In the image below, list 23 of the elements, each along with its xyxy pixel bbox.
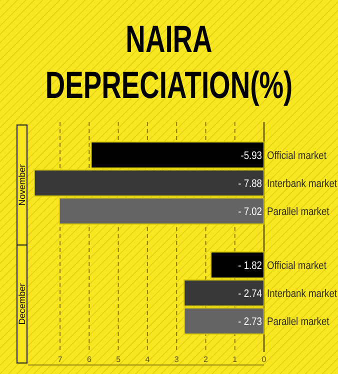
x-tick-label: 3 — [174, 355, 180, 364]
y-tick-label: Official market — [267, 260, 327, 272]
y-tick-label: Official market — [267, 150, 327, 162]
data-label: - 7.02 — [238, 206, 262, 218]
x-tick-label: 1 — [232, 355, 238, 364]
x-tick-label: 5 — [116, 355, 122, 364]
x-tick-label: 0 — [262, 355, 267, 364]
y-tick-label: Interbank market — [267, 178, 338, 190]
data-label: - 2.73 — [238, 316, 262, 328]
x-tick-label: 7 — [58, 355, 63, 364]
chart-title: NAIRA DEPRECIATION(%) — [45, 18, 293, 108]
x-tick-label: 2 — [204, 355, 208, 364]
data-label: - 2.74 — [238, 288, 262, 300]
y-tick-label: Interbank market — [267, 288, 338, 300]
y-tick-label: Parallel market — [267, 206, 330, 218]
text: December — [17, 283, 27, 325]
y-tick-label: Parallel market — [267, 316, 330, 328]
x-tick-label: 6 — [86, 355, 92, 364]
data-label: - 1.82 — [238, 260, 262, 272]
text: November — [17, 164, 27, 206]
x-tick-label: 4 — [145, 355, 150, 364]
data-label: - 7.88 — [238, 178, 262, 190]
data-label: -5.93 — [240, 150, 262, 162]
